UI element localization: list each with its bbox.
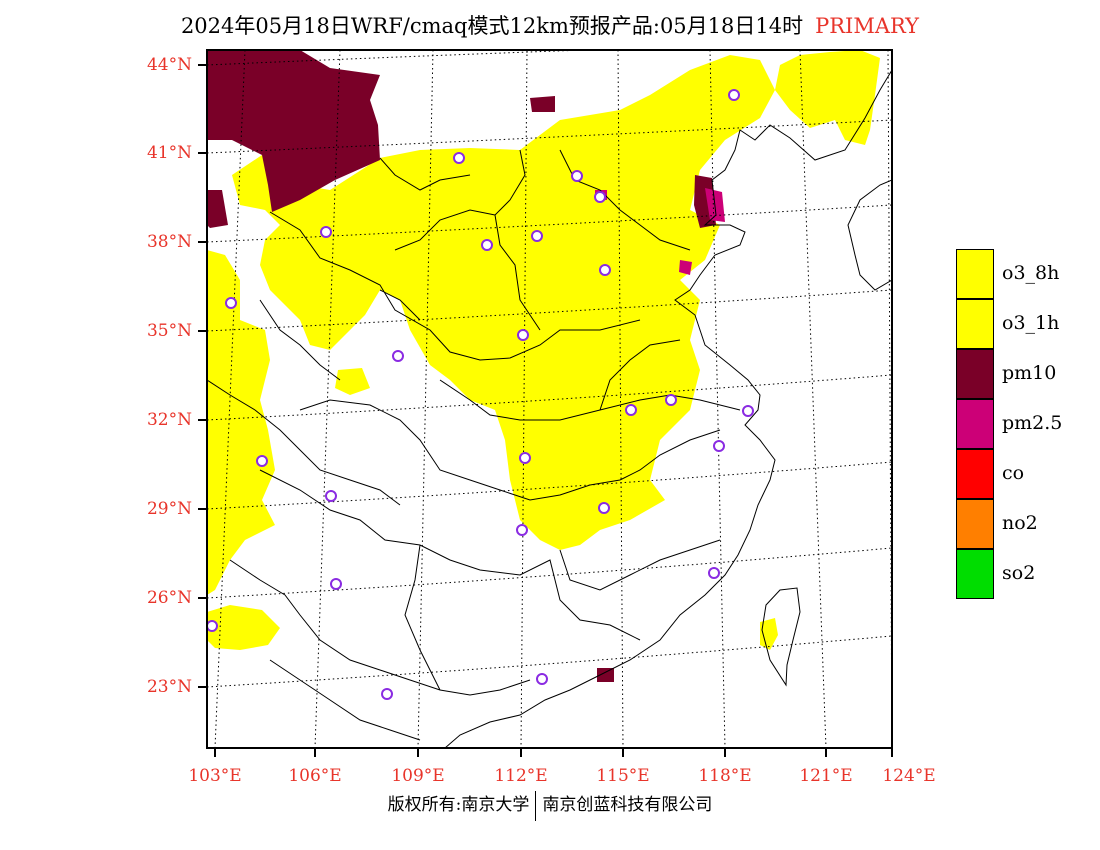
lon-label-124e: 124°E — [882, 766, 936, 786]
lon-label-103e: 103°E — [188, 766, 242, 786]
map-title: 2024年05月18日WRF/cmaq模式12km预报产品:05月18日14时 P… — [0, 10, 1100, 40]
parallel-38n — [207, 204, 892, 243]
province-boundaries — [207, 149, 741, 741]
lon-label-109e: 109°E — [391, 766, 445, 786]
station-marker — [598, 502, 610, 514]
o3-region-central-patch — [335, 368, 370, 395]
legend-swatch-o3-1h — [956, 299, 994, 349]
lon-label-121e: 121°E — [799, 766, 853, 786]
legend-swatch-o3-8h — [956, 249, 994, 299]
legend-label-pm25: pm2.5 — [1002, 412, 1063, 434]
station-marker — [207, 620, 218, 632]
copyright-footer: 版权所有:南京大学 南京创蓝科技有限公司 — [0, 790, 1100, 821]
lat-label-41n: 41°N — [146, 143, 192, 163]
pm25-region-shandong — [679, 260, 692, 275]
taiwan-outline — [761, 587, 801, 687]
lat-label-44n: 44°N — [146, 55, 192, 75]
coastline — [444, 69, 892, 748]
o3-region-north — [232, 55, 775, 550]
o3-region-west — [207, 250, 275, 595]
o3-region-taiwan-strait — [760, 618, 778, 650]
station-marker — [713, 440, 725, 452]
station-marker — [519, 452, 531, 464]
parallel-29n — [207, 461, 892, 510]
station-marker — [728, 89, 740, 101]
station-marker — [392, 350, 404, 362]
lon-label-118e: 118°E — [698, 766, 752, 786]
lat-label-38n: 38°N — [146, 232, 192, 252]
parallel-41n — [207, 119, 892, 154]
o3-exceedance-regions — [207, 50, 880, 650]
lon-label-106e: 106°E — [288, 766, 342, 786]
station-marker — [325, 490, 337, 502]
meridian-109e — [417, 50, 434, 748]
station-marker — [381, 688, 393, 700]
meridian-115e — [617, 50, 624, 748]
station-marker — [665, 394, 677, 406]
lat-label-23n: 23°N — [146, 677, 192, 697]
pm10-region-northwest — [207, 50, 380, 212]
legend-label-o3-8h: o3_8h — [1002, 262, 1060, 284]
station-marker — [625, 404, 637, 416]
meridian-118e — [709, 50, 726, 748]
lat-label-32n: 32°N — [146, 410, 192, 430]
station-marker — [708, 567, 720, 579]
legend-label-no2: no2 — [1002, 512, 1038, 534]
o3-region-southwest — [207, 605, 280, 650]
o3-region-northeast — [775, 50, 880, 145]
title-text: 2024年05月18日WRF/cmaq模式12km预报产品:05月18日14时 — [180, 14, 804, 38]
station-marker — [320, 226, 332, 238]
map-frame — [206, 49, 893, 749]
station-marker — [571, 170, 583, 182]
parallel-23n — [207, 635, 892, 688]
station-marker — [330, 578, 342, 590]
legend-label-so2: so2 — [1002, 562, 1036, 584]
pm10-region-inner-mongolia — [530, 96, 555, 112]
footer-separator — [535, 790, 537, 821]
parallel-35n — [207, 289, 892, 332]
lon-label-115e: 115°E — [596, 766, 650, 786]
station-marker — [599, 264, 611, 276]
legend-swatch-no2 — [956, 499, 994, 549]
copyright-right: 南京创蓝科技有限公司 — [542, 795, 713, 815]
lat-label-26n: 26°N — [146, 588, 192, 608]
parallel-26n — [207, 547, 892, 599]
station-marker — [256, 455, 268, 467]
korea-outline — [847, 179, 892, 291]
lat-label-29n: 29°N — [146, 499, 192, 519]
copyright-left: 版权所有:南京大学 — [387, 795, 530, 815]
lon-label-112e: 112°E — [494, 766, 548, 786]
legend-swatch-pm10 — [956, 349, 994, 399]
station-marker — [594, 191, 606, 203]
station-markers — [207, 89, 754, 700]
legend-swatch-so2 — [956, 549, 994, 599]
meridian-112e — [520, 50, 528, 748]
station-marker — [516, 524, 528, 536]
parallel-44n — [207, 50, 599, 66]
station-marker — [225, 297, 237, 309]
station-marker — [517, 329, 529, 341]
station-marker — [536, 673, 548, 685]
legend-label-o3-1h: o3_1h — [1002, 312, 1060, 334]
map-content — [207, 50, 892, 748]
lat-label-35n: 35°N — [146, 321, 192, 341]
legend-label-co: co — [1002, 462, 1025, 484]
pm10-region-west-edge — [207, 190, 228, 228]
legend-swatch-pm25 — [956, 399, 994, 449]
station-marker — [481, 239, 493, 251]
station-marker — [453, 152, 465, 164]
title-primary-tag: PRIMARY — [815, 14, 920, 38]
legend-label-pm10: pm10 — [1002, 362, 1057, 384]
axis-ticks — [198, 64, 893, 757]
parallel-32n — [207, 374, 892, 421]
station-marker — [742, 405, 754, 417]
pm10-region-south-coast — [597, 668, 614, 682]
boundaries — [207, 69, 892, 748]
legend-swatch-co — [956, 449, 994, 499]
station-marker — [531, 230, 543, 242]
